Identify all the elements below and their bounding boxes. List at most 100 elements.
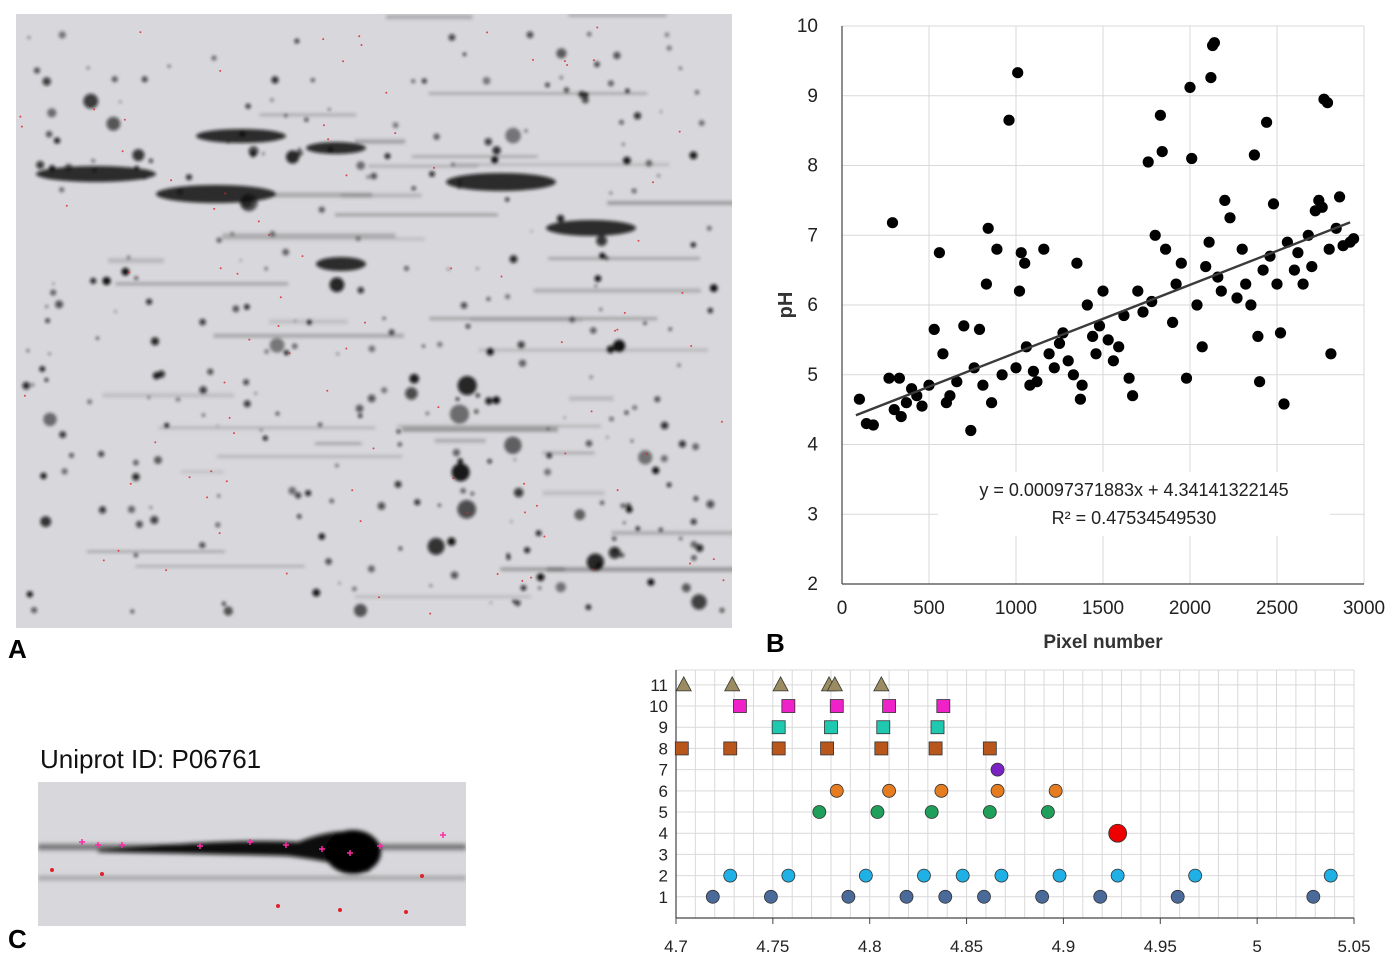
gel-spot (668, 327, 672, 331)
equation-box (938, 472, 1330, 536)
gel-spot (425, 411, 429, 415)
data-point (1031, 376, 1043, 388)
data-point (1257, 264, 1269, 276)
gel-spot (709, 284, 718, 292)
gel-spot (606, 436, 609, 439)
gel-spot (594, 275, 602, 282)
gel-spot (619, 120, 624, 125)
gel-spot (294, 319, 297, 322)
data-point-circle (882, 783, 896, 798)
gel-marker-dot (429, 612, 432, 615)
gel-spot (631, 188, 637, 194)
gel-spot (474, 409, 479, 414)
gel-spot (167, 65, 171, 68)
gel-spot (384, 153, 391, 160)
data-point (1013, 285, 1026, 297)
gel-marker-dot (532, 58, 534, 61)
gel-spot (457, 500, 477, 519)
gel-streak (213, 333, 404, 338)
data-point (1180, 372, 1193, 384)
gel-marker-dot (450, 267, 453, 270)
gel-crop-marker-dot (100, 872, 104, 876)
gel-crop-marker-dot (276, 904, 280, 908)
gel-marker-dot (301, 255, 304, 258)
gel-marker-dot (690, 345, 693, 347)
data-point (1323, 243, 1335, 255)
data-point (937, 348, 949, 360)
data-point (1142, 156, 1154, 168)
gel-spot (545, 82, 550, 88)
gel-spot (457, 185, 461, 189)
gel-spot (613, 339, 626, 352)
data-point (1325, 348, 1337, 360)
gel-marker-dot (23, 394, 26, 397)
data-point (1288, 264, 1300, 276)
gel-spot (239, 131, 246, 138)
gel-spot (462, 52, 467, 56)
gel-spot (132, 149, 145, 162)
data-point (965, 424, 977, 437)
data-point (1053, 337, 1066, 349)
gel-spot (392, 122, 399, 129)
x-tick-label: 4.75 (756, 937, 789, 956)
gel-spot (239, 259, 242, 262)
x-tick-label: 500 (913, 598, 945, 619)
gel-marker-dot (652, 181, 654, 184)
x-tick-label: 4.9 (1052, 937, 1076, 956)
ph-scatter-chart: 0 500 1000 1500 2000 2500 3000 2 3 4 5 6 7 8 9 10 y = 0.… (775, 16, 1385, 653)
data-point-circle (705, 889, 720, 904)
gel-spot (698, 120, 705, 126)
gel-spot (619, 552, 625, 558)
gel-spot (243, 379, 250, 386)
gel-spot (594, 284, 598, 288)
gel-crop-streak (38, 876, 466, 880)
gel-spot (121, 267, 130, 276)
data-point-circle (812, 805, 827, 819)
gel-spot (216, 237, 222, 243)
gel-spot (624, 410, 629, 415)
gel-spot (664, 32, 670, 37)
data-point (1191, 299, 1203, 311)
gel-marker-dot (637, 239, 640, 242)
gel-spot (146, 298, 153, 305)
r2-label: R² = 0.47534549530 (1052, 508, 1217, 528)
gel-spot (40, 516, 52, 527)
gel-spot (22, 381, 30, 390)
gel-marker-dot (623, 311, 626, 314)
gel-spot (381, 387, 388, 394)
data-point (1203, 236, 1215, 248)
x-tick-label: 0 (837, 598, 848, 619)
data-point (1196, 341, 1208, 353)
gel-marker-dot (351, 489, 354, 492)
gel-streak (478, 348, 708, 352)
gel-spot (643, 321, 647, 325)
gel-streak (158, 426, 376, 430)
data-point (1219, 194, 1231, 206)
gel-spot (633, 112, 642, 120)
gel-spot (147, 395, 151, 399)
gel-spot (509, 255, 518, 263)
gel-spot (245, 103, 251, 109)
y-tick-label: 7 (659, 761, 668, 780)
gel-marker-dot (596, 26, 599, 29)
gel-marker-dot (496, 573, 499, 575)
gel-spot (215, 522, 221, 528)
data-point-square (771, 720, 786, 735)
data-point (1062, 355, 1074, 367)
gel-marker-dot (218, 532, 221, 535)
x-tick-label: 4.85 (950, 937, 983, 956)
gel-spot (510, 520, 513, 523)
gel-marker-dot (720, 420, 723, 423)
gel-marker-dot (322, 38, 325, 41)
gel-marker-dot (681, 291, 684, 294)
gel-spot (269, 337, 285, 353)
gel-spot (31, 383, 35, 387)
gel-marker-dot (678, 130, 681, 133)
gel-marker-dot (372, 447, 375, 450)
gel-crop-band (98, 831, 378, 872)
gel-spot (394, 481, 402, 488)
gel-marker-dot (121, 150, 124, 153)
x-tick-label: 4.95 (1144, 937, 1177, 956)
gel-spot (689, 151, 698, 160)
data-point (1107, 355, 1119, 367)
